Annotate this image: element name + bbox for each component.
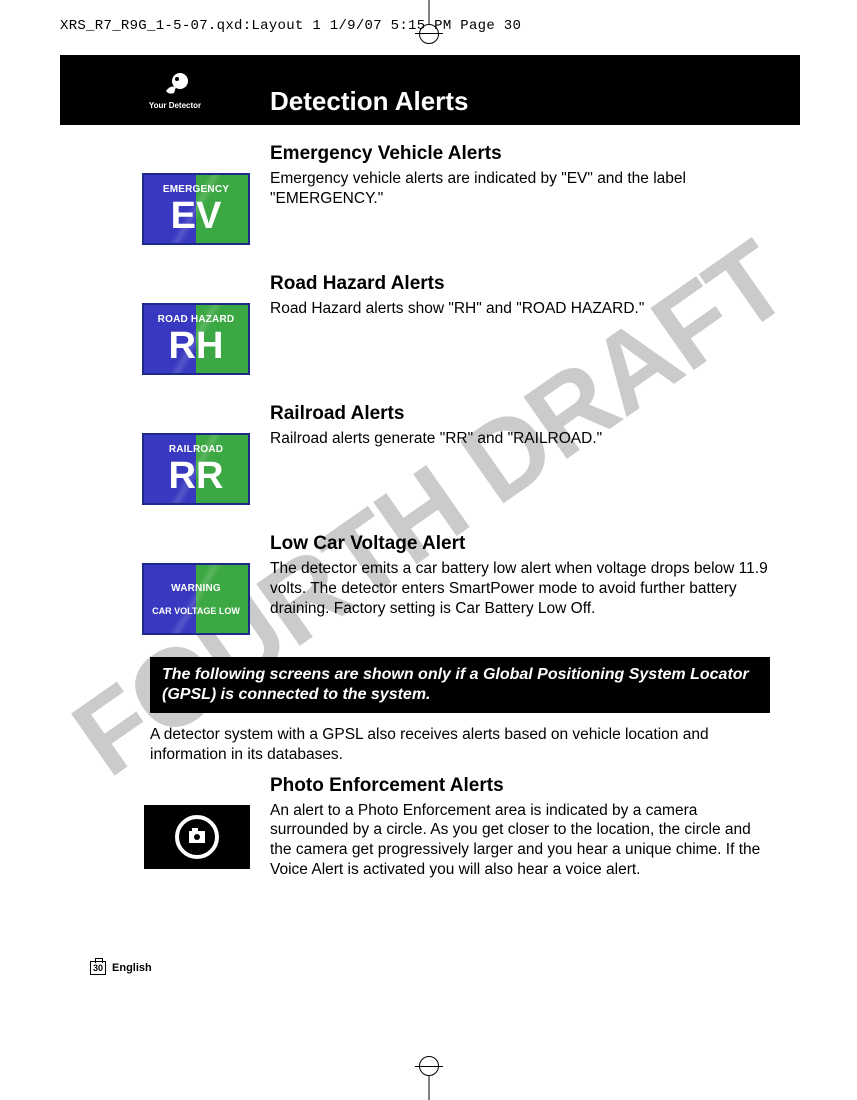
alert-section-railroad: RAILROAD RR Railroad Alerts Railroad ale… xyxy=(60,403,800,505)
section-body: Railroad alerts generate "RR" and "RAILR… xyxy=(270,429,770,449)
camera-icon xyxy=(189,831,205,843)
section-title: Road Hazard Alerts xyxy=(270,273,770,295)
alert-box-label: RAILROAD xyxy=(169,444,223,455)
section-title: Photo Enforcement Alerts xyxy=(270,775,770,797)
page-number: 30 xyxy=(90,961,106,975)
alert-box-label: EMERGENCY xyxy=(163,184,229,195)
alert-box-label: ROAD HAZARD xyxy=(158,314,235,325)
detector-icon xyxy=(160,69,190,99)
alert-section-voltage: WARNING CAR VOLTAGE LOW Low Car Voltage … xyxy=(60,533,800,635)
section-body: Road Hazard alerts show "RH" and "ROAD H… xyxy=(270,299,770,319)
section-title: Emergency Vehicle Alerts xyxy=(270,143,770,165)
alert-section-road-hazard: ROAD HAZARD RH Road Hazard Alerts Road H… xyxy=(60,273,800,375)
section-body: The detector emits a car battery low ale… xyxy=(270,559,770,618)
band-title: Detection Alerts xyxy=(270,86,468,117)
alert-box-railroad: RAILROAD RR xyxy=(142,433,250,505)
alert-box-warning: WARNING CAR VOLTAGE LOW xyxy=(142,563,250,635)
alert-box-code: RH xyxy=(169,327,224,365)
section-body: Emergency vehicle alerts are indicated b… xyxy=(270,169,770,209)
print-header: XRS_R7_R9G_1-5-07.qxd:Layout 1 1/9/07 5:… xyxy=(60,18,521,34)
alert-box-road-hazard: ROAD HAZARD RH xyxy=(142,303,250,375)
alert-section-emergency: EMERGENCY EV Emergency Vehicle Alerts Em… xyxy=(60,143,800,245)
alert-box-code: EV xyxy=(171,197,222,235)
alert-box-sub: CAR VOLTAGE LOW xyxy=(152,606,240,617)
section-band: Your Detector Detection Alerts xyxy=(60,55,800,125)
alert-section-photo: Photo Enforcement Alerts An alert to a P… xyxy=(60,775,800,880)
page-footer: 30 English xyxy=(90,961,152,975)
alert-box-emergency: EMERGENCY EV xyxy=(142,173,250,245)
section-body: An alert to a Photo Enforcement area is … xyxy=(270,801,770,880)
section-title: Low Car Voltage Alert xyxy=(270,533,770,555)
alert-box-label: WARNING xyxy=(171,583,221,594)
photo-enforcement-icon xyxy=(144,805,250,869)
footer-language: English xyxy=(112,962,152,974)
band-icon-label: Your Detector xyxy=(145,101,205,110)
info-bar: The following screens are shown only if … xyxy=(150,657,770,713)
gpsl-intro-text: A detector system with a GPSL also recei… xyxy=(150,725,770,765)
alert-box-code: RR xyxy=(169,457,224,495)
section-title: Railroad Alerts xyxy=(270,403,770,425)
